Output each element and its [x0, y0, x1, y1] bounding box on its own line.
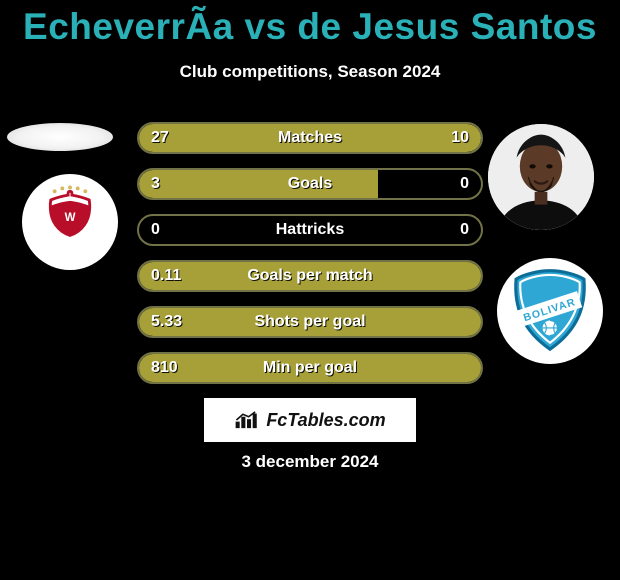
stat-metric: Goals — [139, 170, 481, 198]
stat-row: 0.11 Goals per match — [137, 260, 483, 292]
date-text: 3 december 2024 — [0, 452, 620, 472]
stat-metric: Matches — [139, 124, 481, 152]
avatar-icon — [488, 124, 594, 230]
stat-row: 810 Min per goal — [137, 352, 483, 384]
stat-metric: Goals per match — [139, 262, 481, 290]
branding-text: FcTables.com — [266, 410, 385, 431]
stats-container: 27 Matches 10 3 Goals 0 0 Hattricks 0 0.… — [137, 122, 483, 398]
stat-metric: Hattricks — [139, 216, 481, 244]
stat-row: 3 Goals 0 — [137, 168, 483, 200]
stat-metric: Shots per goal — [139, 308, 481, 336]
crest-icon: W — [22, 174, 118, 270]
branding: FcTables.com — [204, 398, 416, 442]
page-subtitle: Club competitions, Season 2024 — [0, 62, 620, 82]
stat-value-right: 0 — [460, 170, 469, 198]
page-title: EcheverrÃ­a vs de Jesus Santos — [0, 0, 620, 48]
crest-icon: BOLIVAR — [497, 258, 603, 364]
stat-metric: Min per goal — [139, 354, 481, 382]
stat-value-right: 0 — [460, 216, 469, 244]
svg-text:W: W — [65, 212, 76, 224]
stat-value-right: 10 — [451, 124, 469, 152]
left-player-photo — [7, 123, 113, 151]
stat-row: 27 Matches 10 — [137, 122, 483, 154]
stat-row: 0 Hattricks 0 — [137, 214, 483, 246]
right-player-photo — [488, 124, 594, 230]
right-club-crest: BOLIVAR — [497, 258, 603, 364]
fctables-logo-icon — [234, 410, 260, 430]
stat-row: 5.33 Shots per goal — [137, 306, 483, 338]
left-club-crest: W — [22, 174, 118, 270]
